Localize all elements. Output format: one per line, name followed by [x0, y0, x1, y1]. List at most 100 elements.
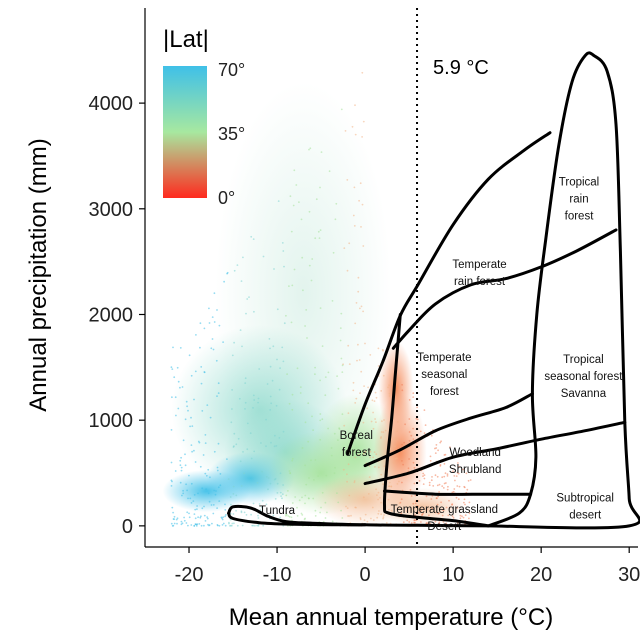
density-point: [451, 515, 454, 517]
density-point: [458, 465, 460, 468]
density-point: [301, 514, 304, 516]
density-point: [197, 492, 199, 495]
density-point: [193, 494, 196, 496]
density-point: [208, 524, 211, 526]
density-point: [369, 456, 371, 459]
density-point: [443, 475, 446, 478]
density-point: [291, 502, 294, 504]
biome-label: desert: [569, 510, 602, 522]
density-point: [410, 434, 413, 437]
density-point: [227, 478, 230, 480]
density-point: [222, 516, 225, 518]
density-point: [368, 465, 371, 467]
density-point: [413, 482, 416, 485]
density-point: [444, 472, 447, 475]
density-point: [382, 374, 385, 377]
density-point: [442, 487, 445, 489]
density-point: [375, 421, 377, 423]
density-point: [170, 479, 173, 482]
density-point: [436, 475, 439, 478]
density-point: [177, 407, 180, 410]
density-point: [415, 417, 418, 420]
density-point: [269, 347, 271, 350]
density-point: [410, 495, 413, 497]
density-point: [356, 359, 358, 362]
density-point: [175, 414, 177, 417]
density-point: [176, 522, 178, 525]
density-point: [453, 475, 456, 477]
density-point: [314, 237, 317, 240]
density-point: [412, 392, 415, 395]
density-point: [375, 453, 378, 456]
legend-label-low: 0°: [218, 188, 235, 208]
density-point: [273, 268, 275, 270]
density-point: [430, 434, 433, 437]
density-point: [278, 437, 281, 439]
density-point: [341, 413, 344, 416]
density-point: [414, 494, 417, 497]
density-point: [285, 314, 287, 317]
density-point: [321, 491, 324, 494]
biome-label: forest: [430, 386, 460, 398]
density-point: [300, 512, 303, 515]
density-point: [364, 342, 366, 345]
density-point: [423, 432, 426, 435]
density-point: [282, 430, 285, 433]
density-point: [274, 434, 276, 437]
point-density-cloud: [162, 71, 472, 527]
density-point: [342, 468, 345, 471]
density-point: [180, 469, 183, 472]
density-point: [281, 497, 283, 500]
density-point: [376, 494, 378, 496]
density-point: [364, 513, 367, 516]
density-point: [183, 519, 186, 522]
density-point: [468, 512, 471, 515]
density-point: [180, 520, 183, 523]
density-point: [182, 439, 185, 442]
biome-label: seasonal: [421, 369, 467, 381]
density-point: [257, 525, 260, 527]
density-point: [275, 445, 278, 447]
density-point: [244, 382, 247, 384]
density-point: [306, 337, 308, 339]
density-point: [282, 250, 285, 252]
density-point: [314, 509, 317, 512]
density-point: [190, 444, 193, 446]
density-point: [238, 397, 241, 400]
density-point: [217, 442, 220, 445]
density-point: [291, 408, 294, 411]
density-point: [337, 501, 340, 504]
density-point: [244, 401, 247, 404]
density-point: [438, 521, 441, 524]
density-point: [332, 251, 335, 254]
density-point: [172, 524, 175, 527]
density-point: [451, 491, 454, 494]
density-point: [396, 457, 398, 459]
density-point: [456, 471, 459, 474]
density-point: [213, 321, 216, 323]
biome-boundary-5: [363, 392, 534, 468]
density-point: [281, 346, 284, 349]
density-point: [359, 517, 362, 519]
density-point: [201, 410, 204, 412]
density-point: [333, 472, 336, 475]
density-point: [219, 473, 222, 475]
density-point: [196, 505, 199, 507]
density-point: [465, 472, 468, 475]
biome-boundary-0: [227, 504, 490, 528]
density-point: [194, 370, 197, 373]
density-point: [362, 452, 365, 455]
density-point: [232, 485, 235, 488]
biome-label: seasonal forest: [544, 371, 623, 383]
density-point: [186, 489, 189, 492]
density-point: [320, 506, 322, 509]
x-axis-ticks: -20 -10 0 10 20 30: [175, 547, 640, 586]
density-point: [346, 507, 349, 509]
density-point: [380, 431, 383, 433]
density-point: [249, 432, 252, 435]
density-point: [204, 472, 207, 475]
density-point: [308, 264, 311, 267]
density-point: [212, 348, 215, 351]
density-point: [303, 518, 306, 521]
density-point: [429, 460, 432, 462]
